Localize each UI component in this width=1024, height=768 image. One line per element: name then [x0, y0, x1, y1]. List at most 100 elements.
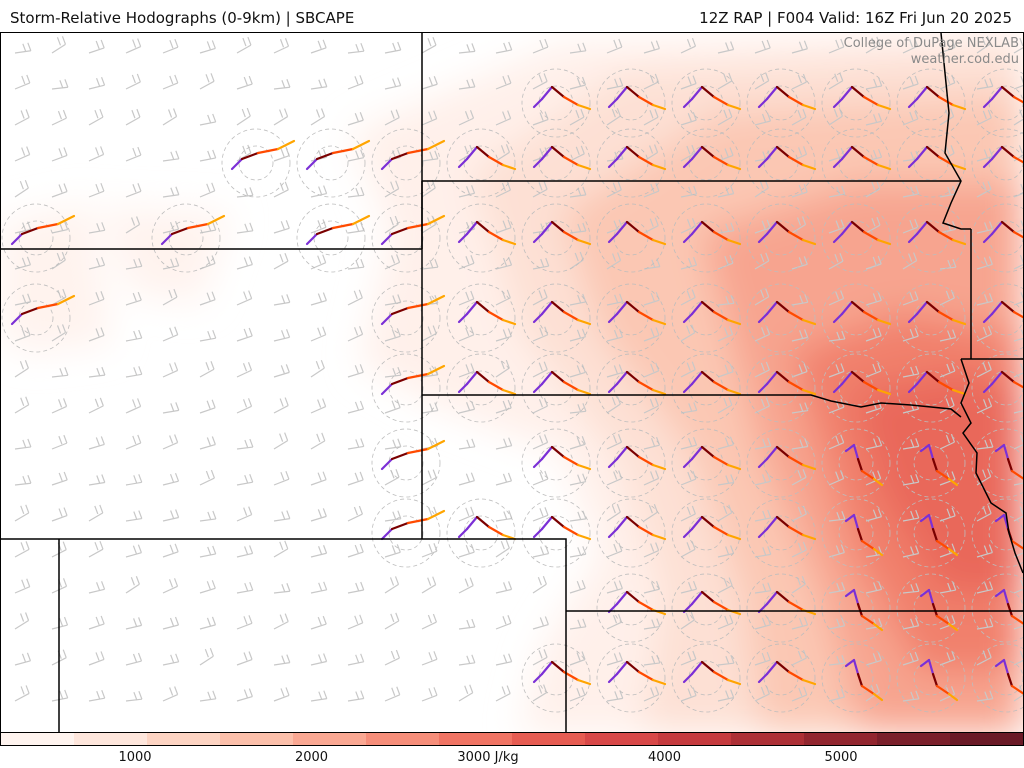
wind-barb [347, 400, 365, 414]
hodograph-trace [607, 445, 667, 471]
wind-barb [14, 475, 32, 486]
wind-barb [125, 510, 143, 522]
wind-barb [88, 581, 106, 594]
wind-barb [273, 38, 290, 54]
wind-barb [347, 222, 365, 234]
wind-barb [125, 576, 140, 594]
hodograph-trace [10, 294, 76, 326]
cape-contour-region [1, 203, 111, 353]
wind-barb [310, 581, 328, 594]
wind-barb [902, 110, 919, 126]
wind-barb [532, 73, 548, 90]
wind-barb [14, 109, 30, 126]
hodograph-trace [844, 658, 884, 702]
wind-barb [458, 78, 476, 90]
hodograph-trace [532, 445, 592, 471]
wind-barb [236, 256, 253, 270]
wind-barb [865, 652, 882, 666]
wind-barb [236, 398, 253, 414]
wind-barb [125, 434, 142, 450]
wind-barb [347, 75, 364, 90]
wind-barb [458, 185, 476, 198]
wind-barb [976, 293, 994, 306]
wind-barb [125, 398, 142, 414]
hodograph-trace [607, 300, 667, 326]
wind-barb [569, 473, 587, 486]
wind-barb [754, 288, 770, 306]
wind-barb [236, 473, 254, 486]
wind-barb [199, 545, 217, 558]
wind-barb [199, 469, 215, 486]
wind-barb [199, 436, 216, 450]
hodograph-trace [982, 85, 1023, 109]
wind-barb [754, 39, 771, 54]
wind-barb [791, 541, 807, 558]
wind-barb [88, 291, 105, 306]
wind-barb [1013, 579, 1023, 594]
wind-barb [865, 216, 881, 234]
hodograph-trace [682, 85, 742, 111]
hodograph-trace [532, 660, 592, 686]
map-panel[interactable]: College of DuPage NEXLAB weather.cod.edu [0, 32, 1024, 734]
wind-barb [902, 291, 919, 306]
wind-barb [606, 433, 623, 450]
wind-barb [125, 329, 143, 342]
wind-barb [680, 144, 696, 162]
wind-barb [347, 438, 365, 450]
wind-barb [458, 618, 476, 630]
state-border [1, 538, 567, 733]
wind-barb [347, 471, 364, 486]
wind-barb [791, 216, 807, 234]
wind-barb [199, 580, 216, 594]
wind-barb [347, 653, 365, 666]
wind-barb [532, 257, 550, 270]
wind-barb [458, 255, 475, 270]
wind-barb [236, 651, 253, 666]
hodograph-trace [832, 370, 892, 396]
hodograph-ring [221, 128, 291, 198]
hodograph-trace [757, 300, 817, 326]
wind-barb [532, 289, 548, 306]
hodograph-trace [832, 300, 892, 326]
colorbar-tick-label: 5000 [824, 750, 858, 765]
wind-barb [310, 254, 327, 270]
wind-barb [976, 181, 992, 198]
wind-barb [865, 437, 883, 450]
wind-barb [125, 291, 142, 306]
wind-barb [199, 73, 215, 90]
wind-barb [162, 257, 180, 270]
wind-barb [162, 362, 179, 378]
wind-barb [828, 252, 844, 270]
wind-barb [310, 292, 327, 306]
wind-barb [754, 361, 770, 378]
credit-line-2: weather.cod.edu [910, 52, 1019, 67]
hodograph-trace [607, 515, 667, 541]
wind-barb [162, 402, 180, 414]
wind-barb [717, 108, 733, 126]
wind-barb [680, 505, 696, 522]
colorbar-tick-label: 4000 [647, 750, 682, 765]
wind-barb [791, 329, 809, 342]
wind-barb [717, 474, 735, 486]
wind-barb [199, 399, 216, 414]
map-canvas[interactable] [1, 33, 1023, 733]
wind-barb [310, 545, 328, 558]
wind-barb [199, 616, 217, 630]
wind-barb [236, 688, 253, 702]
wind-barb [14, 504, 30, 522]
wind-barb [458, 110, 475, 126]
wind-barb [717, 254, 734, 270]
wind-barb [458, 290, 475, 306]
wind-barb [754, 473, 772, 486]
hodograph-ring [371, 283, 441, 353]
wind-barb [902, 473, 920, 486]
wind-barb [384, 510, 402, 522]
wind-barb [532, 684, 548, 702]
wind-barb [643, 686, 660, 702]
hodograph-trace [832, 220, 892, 246]
wind-barb [902, 509, 920, 522]
wind-barb [51, 324, 67, 342]
wind-barb [199, 329, 217, 342]
wind-barb [976, 361, 992, 378]
wind-barb [754, 252, 770, 270]
